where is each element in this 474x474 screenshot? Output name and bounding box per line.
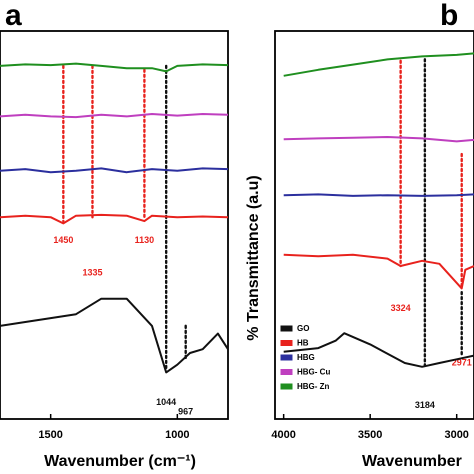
series-line-b-3 bbox=[283, 136, 474, 143]
x-ticks-b: 4000 3500 3000 bbox=[271, 414, 469, 441]
legend-label-0: GO bbox=[297, 324, 309, 333]
legend-b: GO HB HBG HBG- Cu HBG- Zn bbox=[280, 324, 330, 391]
annotation-label-a-3: 1044 bbox=[156, 397, 176, 407]
legend-swatch-4 bbox=[280, 383, 293, 390]
plot-frame-b bbox=[274, 30, 474, 420]
legend-label-3: HBG- Cu bbox=[297, 368, 330, 377]
series-line-a-1 bbox=[0, 213, 229, 225]
series-line-a-3 bbox=[0, 113, 229, 119]
annotation-label-a-1: 1335 bbox=[82, 267, 102, 277]
x-tick-label-b-0: 4000 bbox=[271, 429, 295, 441]
series-line-a-0 bbox=[0, 297, 229, 374]
legend-label-4: HBG- Zn bbox=[297, 382, 330, 391]
x-tick-label-b-2: 3000 bbox=[444, 429, 468, 441]
series-line-b-4 bbox=[283, 52, 474, 77]
annotation-label-a-4: 967 bbox=[178, 406, 193, 416]
x-tick-label-b-1: 3500 bbox=[358, 429, 382, 441]
series-line-b-1 bbox=[283, 253, 474, 290]
legend-label-1: HB bbox=[297, 339, 309, 348]
x-axis-title-b: Wavenumber bbox=[362, 453, 462, 470]
x-tick-label-a-0: 1500 bbox=[38, 429, 62, 441]
panel-letter-a: a bbox=[5, 0, 22, 32]
series-line-a-2 bbox=[0, 167, 229, 174]
series-line-a-4 bbox=[0, 62, 229, 73]
annotation-label-a-2: 1130 bbox=[135, 235, 155, 245]
legend-swatch-0 bbox=[280, 325, 293, 332]
legend-swatch-1 bbox=[280, 340, 293, 346]
annotation-label-b-0: 3324 bbox=[391, 303, 411, 313]
annotation-label-b-2: 2971 bbox=[452, 357, 472, 367]
x-ticks-a: 1500 1000 bbox=[38, 414, 190, 441]
annotation-label-a-0: 1450 bbox=[53, 235, 73, 245]
x-tick-label-a-1: 1000 bbox=[165, 429, 189, 441]
panel-b: b % Transmittance (a.u) 3324 3184 2971 400… bbox=[245, 0, 474, 470]
annotation-label-b-1: 3184 bbox=[415, 400, 435, 410]
legend-swatch-3 bbox=[280, 369, 293, 375]
x-axis-title-a: Wavenumber (cm⁻¹) bbox=[44, 453, 196, 470]
legend-label-2: HBG bbox=[297, 353, 315, 362]
series-group-b bbox=[283, 52, 474, 368]
series-line-b-2 bbox=[283, 193, 474, 197]
panel-letter-b: b bbox=[440, 0, 458, 32]
y-axis-title-b: % Transmittance (a.u) bbox=[245, 175, 262, 340]
plot-frame-a bbox=[0, 30, 229, 420]
annotations-b: 3324 3184 2971 bbox=[391, 58, 472, 410]
series-group-a bbox=[0, 62, 229, 374]
legend-swatch-2 bbox=[280, 354, 293, 361]
series-line-b-0 bbox=[283, 332, 474, 368]
